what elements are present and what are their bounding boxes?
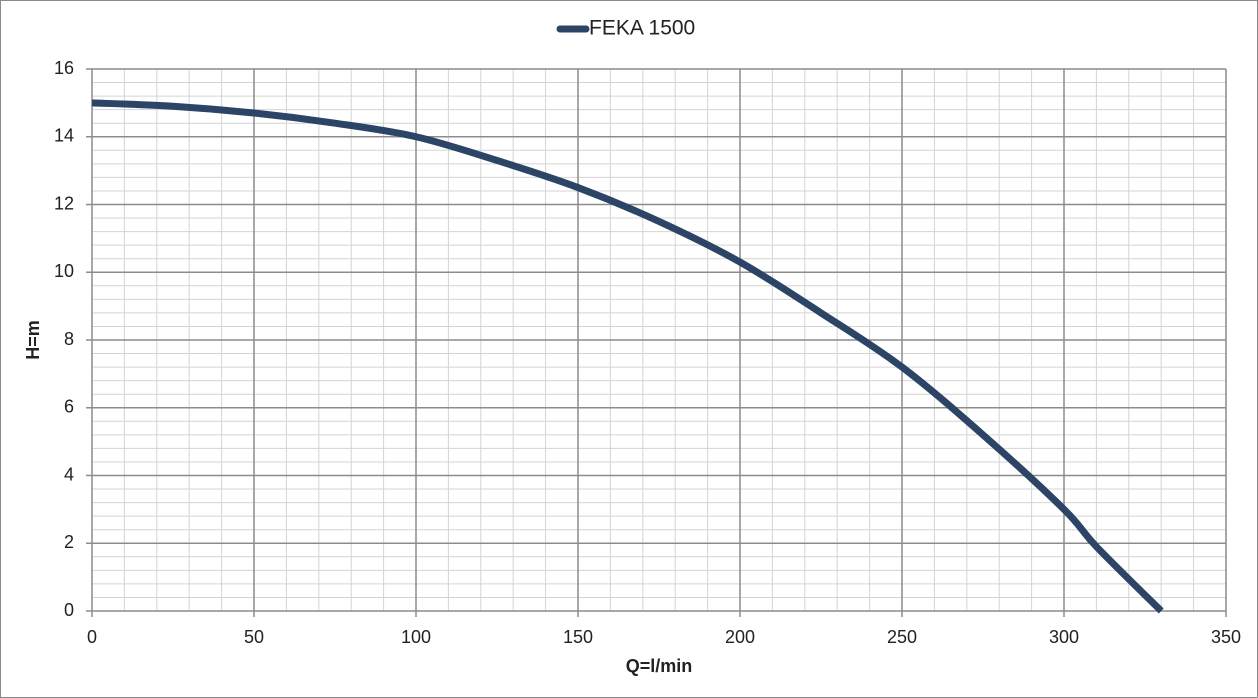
series-line [91, 99, 1164, 614]
x-tick-label: 200 [725, 627, 755, 647]
y-axis-title: H=m [23, 320, 43, 360]
x-tick-label: 300 [1049, 627, 1079, 647]
y-tick-label: 0 [64, 600, 74, 620]
x-tick-label: 0 [87, 627, 97, 647]
y-tick-label: 14 [54, 126, 74, 146]
x-axis-title: Q=l/min [626, 656, 693, 676]
x-tick-label: 100 [401, 627, 431, 647]
x-tick-label: 50 [244, 627, 264, 647]
y-tick-label: 12 [54, 193, 74, 213]
grid: 0 50 100 150 200 250 300 350 0 2 4 6 8 10 12 14 16 [54, 58, 1241, 647]
x-tick-label: 150 [563, 627, 593, 647]
y-tick-label: 10 [54, 261, 74, 281]
y-tick-label: 16 [54, 58, 74, 78]
legend-label: FEKA 1500 [589, 17, 695, 40]
y-tick-label: 2 [64, 532, 74, 552]
plot [91, 99, 1164, 614]
y-tick-label: 8 [64, 329, 74, 349]
x-tick-label: 250 [887, 627, 917, 647]
y-tick-label: 4 [64, 464, 74, 484]
legend: FEKA 1500 [556, 17, 695, 40]
x-tick-label: 350 [1211, 627, 1241, 647]
y-tick-label: 6 [64, 397, 74, 417]
